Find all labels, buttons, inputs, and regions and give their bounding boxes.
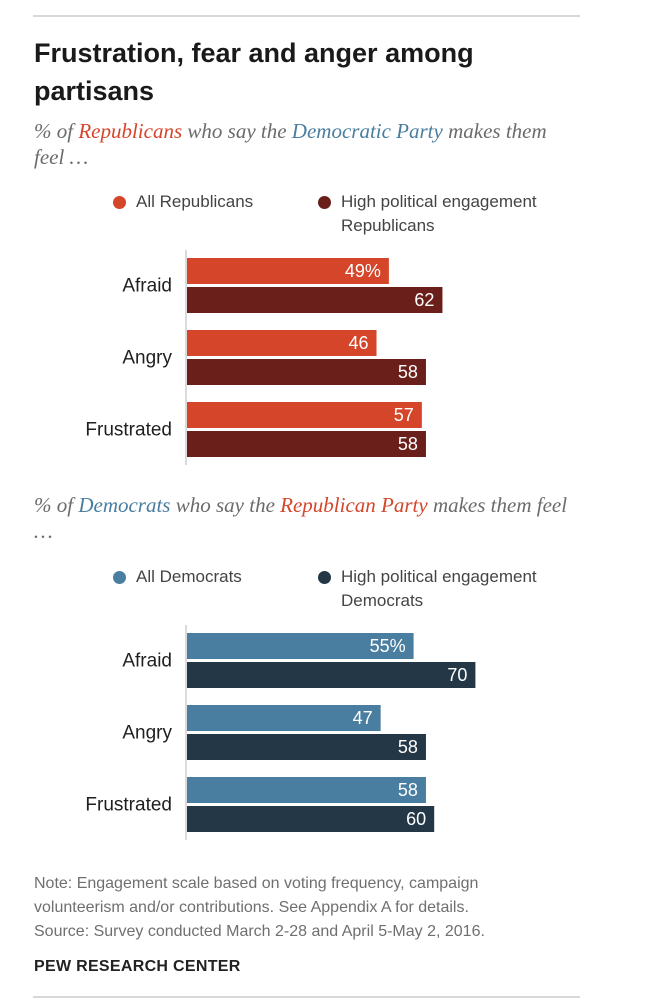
bar: [187, 287, 443, 313]
bar: [187, 777, 426, 803]
legend-label-line: Democrats: [341, 591, 424, 610]
note-line: Note: Engagement scale based on voting f…: [34, 875, 479, 892]
data-label: 49%: [345, 261, 381, 281]
category-label: Angry: [122, 723, 172, 744]
bar: [187, 359, 426, 385]
data-label: 47: [353, 708, 373, 728]
bar: [187, 402, 422, 428]
brand-label: PEW RESEARCH CENTER: [34, 958, 241, 975]
bar: [187, 431, 426, 457]
subtitle-text: makes them feel …: [34, 493, 568, 543]
category-label: Afraid: [122, 276, 172, 297]
bar: [187, 734, 426, 760]
legend-label-high-engagement-republicans: High political engagement Republicans: [341, 190, 537, 238]
data-label: 55%: [370, 636, 406, 656]
republicans-subtitle: % of Republicans who say the Democratic …: [34, 118, 574, 170]
subtitle-text: who say the: [182, 119, 292, 143]
data-label: 46: [348, 333, 368, 353]
data-label: 58: [398, 434, 418, 454]
democrats-subtitle: % of Democrats who say the Republican Pa…: [34, 492, 574, 544]
category-label: Angry: [122, 348, 172, 369]
subtitle-text: who say the: [170, 493, 281, 517]
democrats-bar-chart: Afraid 55% 70 Angry 47 58 Frustrated 58 60: [85, 625, 476, 840]
bar: [187, 330, 377, 356]
bar: [187, 705, 381, 731]
subtitle-group: Republicans: [78, 119, 183, 143]
legend-dot-all-republicans: [113, 196, 126, 209]
legend-label-line: High political engagement: [341, 567, 537, 586]
category-label: Frustrated: [85, 795, 172, 816]
subtitle-text: makes them feel …: [34, 119, 547, 169]
source-line: Source: Survey conducted March 2-28 and …: [34, 923, 485, 940]
data-label: 58: [398, 737, 418, 757]
data-label: 57: [394, 405, 414, 425]
bottom-divider: [33, 996, 580, 998]
republicans-bar-chart: Afraid 49% 62 Angry 46 58 Frustrated 57 58: [85, 250, 443, 465]
data-label: 58: [398, 362, 418, 382]
bar: [187, 806, 435, 832]
subtitle-text: % of: [34, 119, 79, 143]
bar: [187, 258, 389, 284]
legend-dot-all-democrats: [113, 571, 126, 584]
bar: [187, 662, 476, 688]
chart-title: Frustration, fear and anger among partis…: [34, 38, 474, 106]
subtitle-party: Republican Party: [280, 493, 428, 517]
legend-label-line: High political engagement: [341, 192, 537, 211]
note-line: volunteerism and/or contributions. See A…: [34, 899, 469, 916]
legend-label-high-engagement-democrats: High political engagement Democrats: [341, 565, 537, 613]
legend-label-line: Republicans: [341, 216, 435, 235]
chart-note: Note: Engagement scale based on voting f…: [34, 872, 594, 944]
legend-dot-high-engagement-republicans: [318, 196, 331, 209]
legend-label-all-republicans: All Republicans: [136, 192, 254, 211]
data-label: 58: [398, 780, 418, 800]
category-label: Afraid: [122, 651, 172, 672]
subtitle-text: % of: [34, 493, 79, 517]
top-divider: [33, 15, 580, 17]
bar: [187, 633, 414, 659]
data-label: 70: [447, 665, 467, 685]
data-label: 60: [406, 809, 426, 829]
category-label: Frustrated: [85, 420, 172, 441]
legend-dot-high-engagement-democrats: [318, 571, 331, 584]
data-label: 62: [414, 290, 434, 310]
subtitle-party: Democratic Party: [291, 119, 443, 143]
legend-label-all-democrats: All Democrats: [136, 567, 242, 586]
subtitle-group: Democrats: [78, 493, 171, 517]
